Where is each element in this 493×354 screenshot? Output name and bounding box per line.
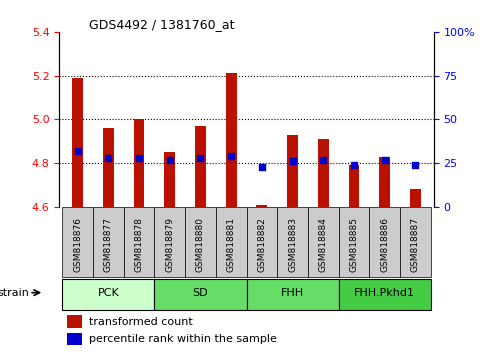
- Bar: [287, 135, 298, 207]
- Text: strain: strain: [0, 288, 29, 298]
- FancyBboxPatch shape: [154, 207, 185, 277]
- FancyBboxPatch shape: [339, 279, 431, 310]
- Text: GSM818886: GSM818886: [380, 217, 389, 272]
- Bar: [67, 315, 82, 328]
- Text: FHH.Pkhd1: FHH.Pkhd1: [354, 288, 415, 298]
- FancyBboxPatch shape: [154, 279, 246, 310]
- Point: [319, 157, 327, 162]
- Bar: [226, 73, 237, 207]
- Bar: [349, 165, 359, 207]
- Point: [381, 157, 388, 162]
- Bar: [164, 152, 175, 207]
- Point: [288, 159, 296, 164]
- Bar: [410, 189, 421, 207]
- Text: GSM818877: GSM818877: [104, 217, 113, 272]
- FancyBboxPatch shape: [93, 207, 124, 277]
- FancyBboxPatch shape: [246, 279, 339, 310]
- Text: GSM818887: GSM818887: [411, 217, 420, 272]
- Text: GSM818884: GSM818884: [319, 217, 328, 272]
- FancyBboxPatch shape: [277, 207, 308, 277]
- Text: GSM818876: GSM818876: [73, 217, 82, 272]
- Bar: [195, 126, 206, 207]
- FancyBboxPatch shape: [62, 279, 154, 310]
- FancyBboxPatch shape: [216, 207, 246, 277]
- Text: transformed count: transformed count: [89, 317, 193, 327]
- Bar: [72, 78, 83, 207]
- FancyBboxPatch shape: [339, 207, 369, 277]
- Bar: [67, 333, 82, 345]
- Point: [197, 155, 205, 161]
- FancyBboxPatch shape: [369, 207, 400, 277]
- Bar: [318, 139, 329, 207]
- Text: GSM818883: GSM818883: [288, 217, 297, 272]
- Point: [258, 164, 266, 170]
- Text: GSM818882: GSM818882: [257, 217, 266, 272]
- FancyBboxPatch shape: [124, 207, 154, 277]
- Text: SD: SD: [193, 288, 208, 298]
- Text: GSM818885: GSM818885: [350, 217, 358, 272]
- FancyBboxPatch shape: [185, 207, 216, 277]
- Point: [166, 157, 174, 162]
- Text: PCK: PCK: [98, 288, 119, 298]
- Bar: [103, 128, 114, 207]
- Bar: [256, 205, 267, 207]
- Point: [73, 148, 81, 154]
- Point: [105, 155, 112, 161]
- Text: percentile rank within the sample: percentile rank within the sample: [89, 334, 277, 344]
- Bar: [134, 119, 144, 207]
- FancyBboxPatch shape: [246, 207, 277, 277]
- Text: GSM818879: GSM818879: [165, 217, 174, 272]
- Text: FHH: FHH: [281, 288, 304, 298]
- Text: GSM818881: GSM818881: [227, 217, 236, 272]
- Bar: [379, 156, 390, 207]
- Point: [135, 155, 143, 161]
- Point: [412, 162, 420, 168]
- Point: [350, 162, 358, 168]
- Point: [227, 153, 235, 159]
- FancyBboxPatch shape: [62, 207, 93, 277]
- Text: GSM818878: GSM818878: [135, 217, 143, 272]
- FancyBboxPatch shape: [308, 207, 339, 277]
- Text: GSM818880: GSM818880: [196, 217, 205, 272]
- FancyBboxPatch shape: [400, 207, 431, 277]
- Text: GDS4492 / 1381760_at: GDS4492 / 1381760_at: [89, 18, 235, 31]
